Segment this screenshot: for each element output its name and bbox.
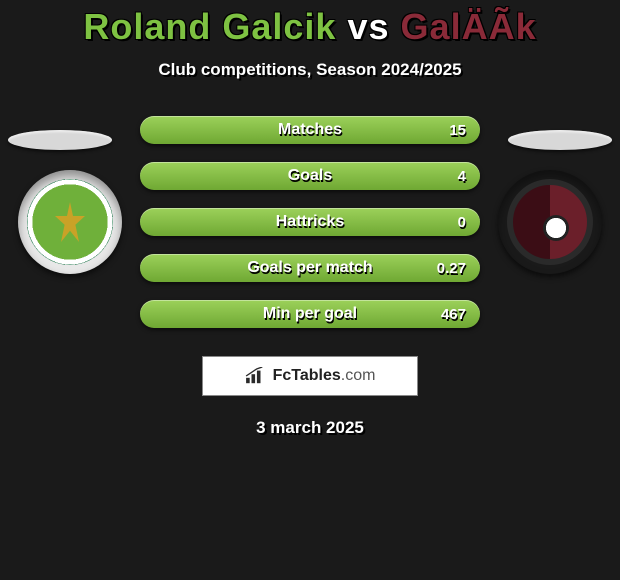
vs-separator: vs — [347, 6, 389, 47]
stat-value: 467 — [441, 306, 466, 323]
stat-value: 0 — [458, 214, 466, 231]
zilina-crest-icon — [27, 179, 113, 265]
stat-label: Matches — [278, 121, 342, 139]
brand-name: FcTables.com — [273, 367, 376, 385]
page-title: Roland Galcik vs GalÄÃ­k — [0, 0, 620, 48]
stat-value: 4 — [458, 168, 466, 185]
team-left-shadow — [8, 130, 112, 150]
brand-name-bold: FcTables — [273, 367, 341, 384]
brand-name-light: .com — [341, 367, 376, 384]
stat-label: Goals — [288, 167, 332, 185]
stat-row-goals: Goals 4 — [140, 162, 480, 190]
player1-name: Roland Galcik — [83, 6, 336, 47]
stat-row-mpg: Min per goal 467 — [140, 300, 480, 328]
team-right-shadow — [508, 130, 612, 150]
stat-label: Hattricks — [276, 213, 344, 231]
stat-value: 15 — [449, 122, 466, 139]
player2-name: GalÄÃ­k — [401, 6, 537, 47]
bar-chart-icon — [245, 367, 267, 385]
brand-attribution: FcTables.com — [202, 356, 418, 396]
match-date: 3 march 2025 — [0, 418, 620, 438]
stat-row-matches: Matches 15 — [140, 116, 480, 144]
stat-row-hattricks: Hattricks 0 — [140, 208, 480, 236]
stat-label: Min per goal — [263, 305, 357, 323]
podbrezova-crest-icon — [507, 179, 593, 265]
stat-row-gpm: Goals per match 0.27 — [140, 254, 480, 282]
stat-value: 0.27 — [437, 260, 466, 277]
team-left-badge — [18, 170, 122, 274]
subtitle: Club competitions, Season 2024/2025 — [0, 60, 620, 80]
team-right-badge — [498, 170, 602, 274]
stat-label: Goals per match — [247, 259, 372, 277]
